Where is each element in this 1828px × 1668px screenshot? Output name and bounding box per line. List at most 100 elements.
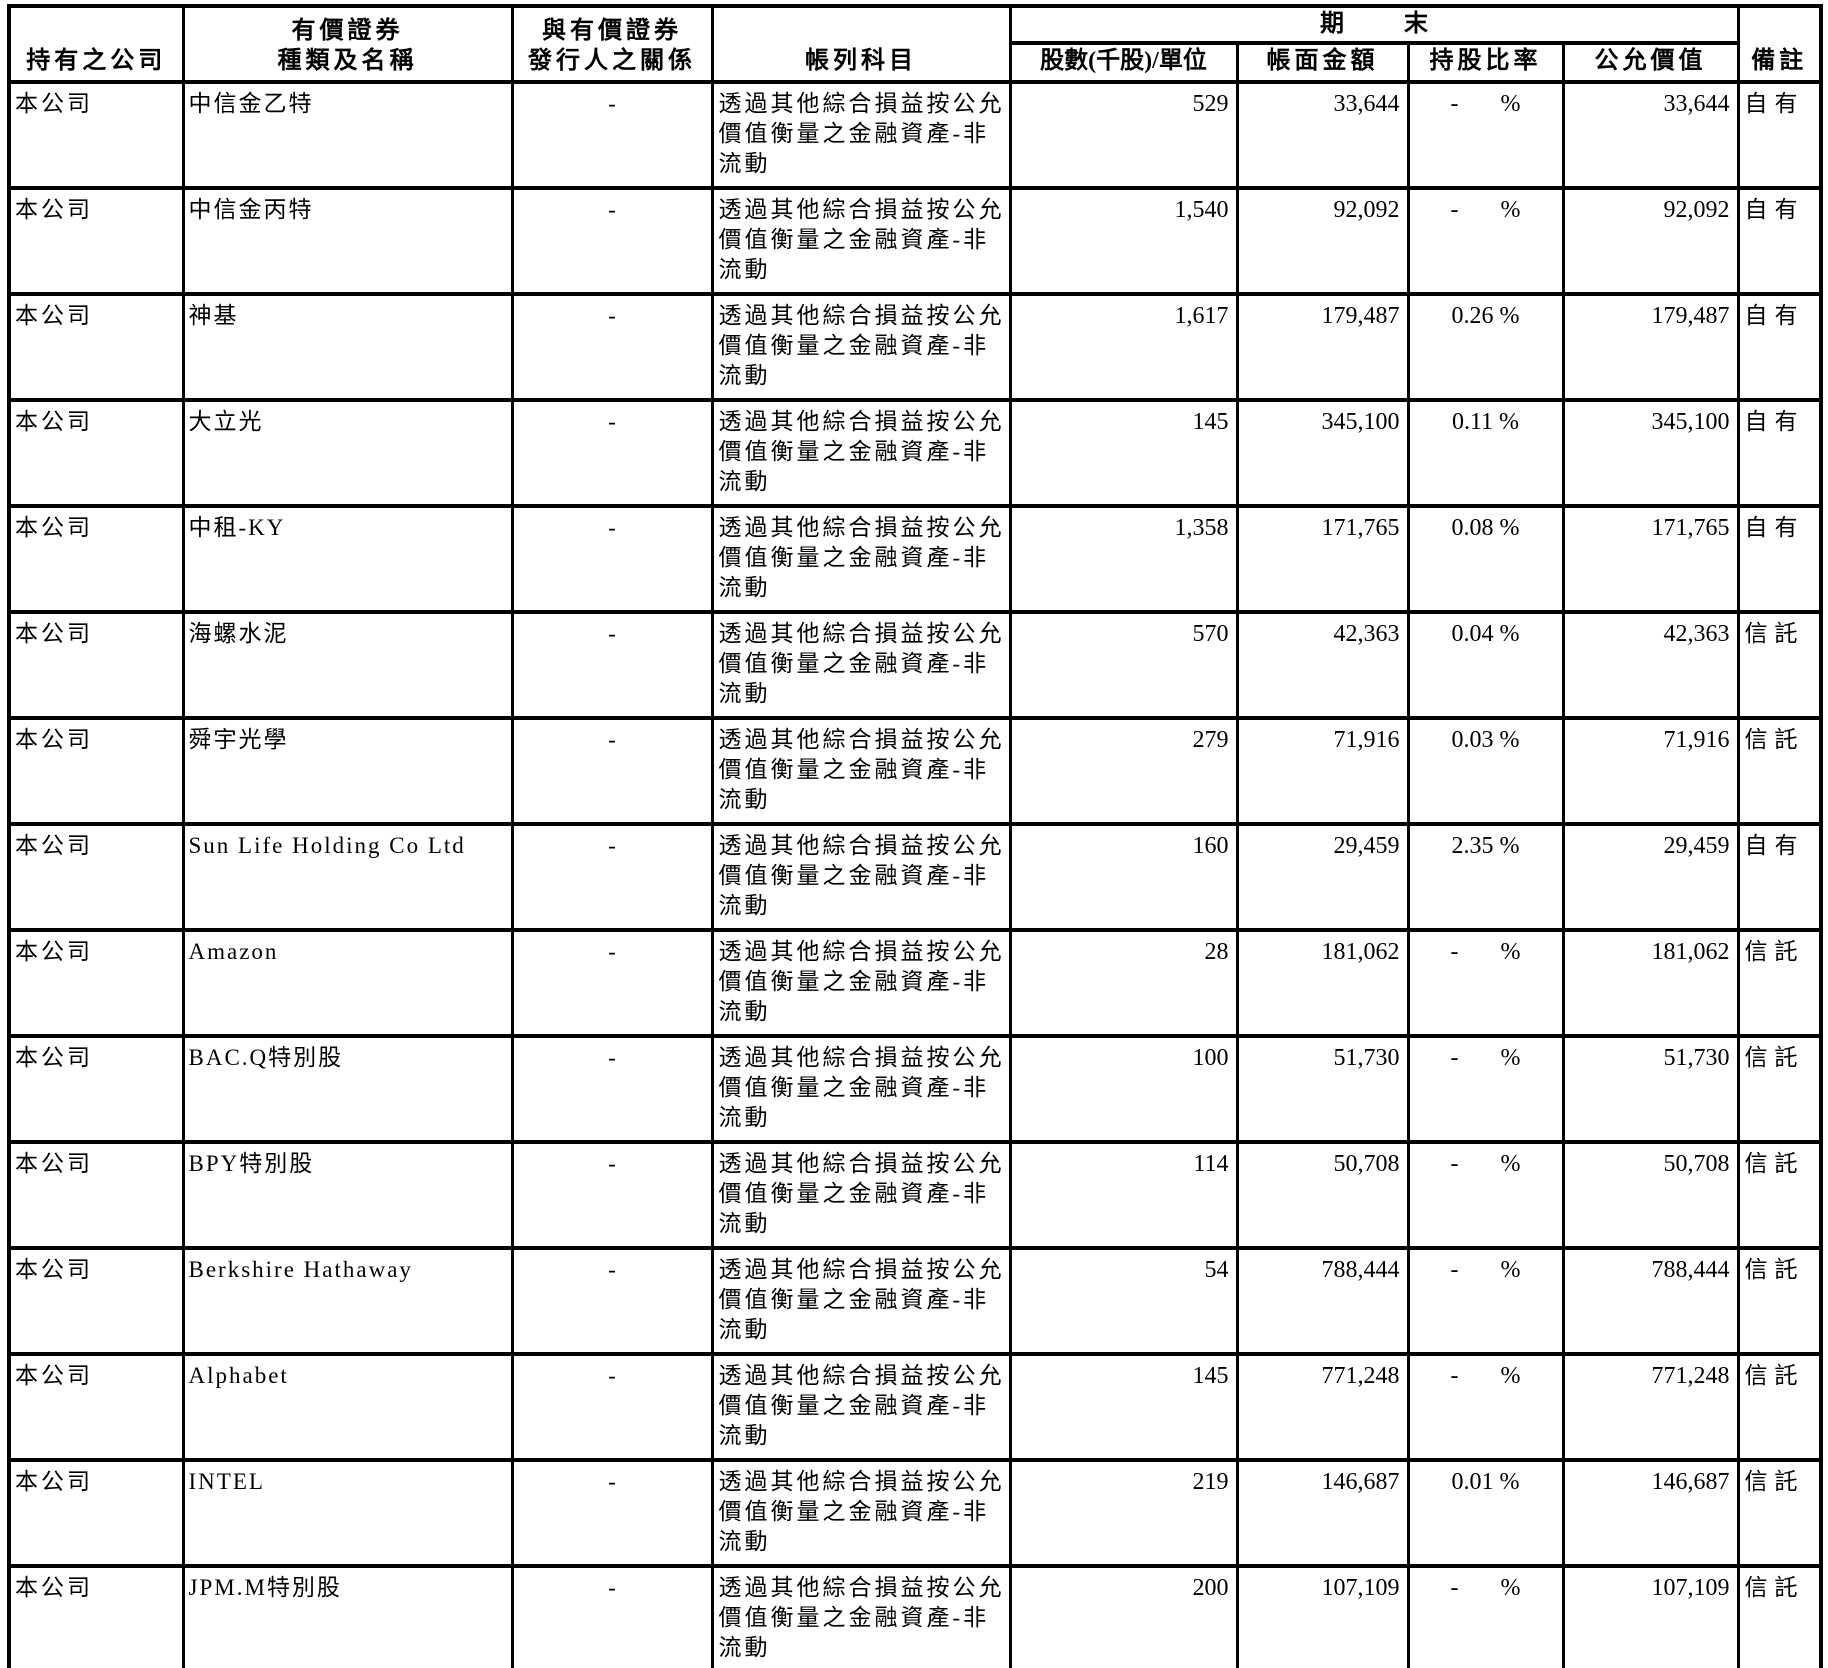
account-line: 透過其他綜合損益按公允 (718, 91, 1005, 116)
remark-cell: 自有 (1736, 292, 1823, 402)
shares-cell: 145 (1008, 398, 1239, 508)
holding-company-cell: 本公司 (7, 1458, 185, 1568)
header-remark: 備註 (1736, 4, 1823, 84)
account-line: 透過其他綜合損益按公允 (718, 833, 1005, 858)
account-line: 透過其他綜合損益按公允 (718, 409, 1005, 434)
table-row: 本公司 Alphabet - 透過其他綜合損益按公允 價值衡量之金融資產-非 流… (7, 1352, 1823, 1462)
table-row: 本公司 神基 - 透過其他綜合損益按公允 價值衡量之金融資產-非 流動 1,61… (7, 292, 1823, 402)
account-line: 透過其他綜合損益按公允 (718, 1257, 1005, 1282)
shares-cell: 279 (1008, 716, 1239, 826)
account-line: 流動 (718, 363, 771, 388)
remark-cell: 信託 (1736, 1564, 1823, 1668)
security-name-cell: JPM.M特別股 (181, 1564, 514, 1668)
issuer-relation-cell: - (510, 1564, 714, 1668)
account-line: 價值衡量之金融資產-非 (718, 121, 990, 146)
shares-cell: 200 (1008, 1564, 1239, 1668)
account-line: 透過其他綜合損益按公允 (718, 197, 1005, 222)
shares-cell: 529 (1008, 80, 1239, 190)
shares-cell: 219 (1008, 1458, 1239, 1568)
account-line: 流動 (718, 469, 771, 494)
header-book-amount: 帳面金額 (1235, 41, 1410, 84)
holding-ratio-cell: - % (1406, 1034, 1565, 1144)
security-name-cell: 神基 (181, 292, 514, 402)
holding-company-cell: 本公司 (7, 1352, 185, 1462)
securities-holdings-table: 持有之公司 有價證券 種類及名稱 與有價證券 發行人之關係 帳列科目 期 末 備… (7, 4, 1823, 1668)
account-line: 透過其他綜合損益按公允 (718, 515, 1005, 540)
shares-cell: 1,358 (1008, 504, 1239, 614)
account-line: 價值衡量之金融資產-非 (718, 1393, 990, 1418)
book-amount-cell: 71,916 (1235, 716, 1410, 826)
account-item-cell: 透過其他綜合損益按公允 價值衡量之金融資產-非 流動 (710, 1246, 1012, 1356)
account-item-cell: 透過其他綜合損益按公允 價值衡量之金融資產-非 流動 (710, 822, 1012, 932)
header-issuer-relation: 與有價證券 發行人之關係 (510, 4, 714, 84)
account-line: 價值衡量之金融資產-非 (718, 757, 990, 782)
security-name-cell: Amazon (181, 928, 514, 1038)
issuer-relation-cell: - (510, 1352, 714, 1462)
security-name-cell: 中租-KY (181, 504, 514, 614)
account-line: 價值衡量之金融資產-非 (718, 651, 990, 676)
fair-value-cell: 171,765 (1561, 504, 1740, 614)
holding-ratio-cell: - % (1406, 928, 1565, 1038)
shares-cell: 1,540 (1008, 186, 1239, 296)
account-item-cell: 透過其他綜合損益按公允 價值衡量之金融資產-非 流動 (710, 80, 1012, 190)
security-name-cell: BPY特別股 (181, 1140, 514, 1250)
account-item-cell: 透過其他綜合損益按公允 價值衡量之金融資產-非 流動 (710, 1352, 1012, 1462)
fair-value-cell: 33,644 (1561, 80, 1740, 190)
holding-company-cell: 本公司 (7, 822, 185, 932)
table-row: 本公司 中租-KY - 透過其他綜合損益按公允 價值衡量之金融資產-非 流動 1… (7, 504, 1823, 614)
book-amount-cell: 179,487 (1235, 292, 1410, 402)
remark-cell: 信託 (1736, 1140, 1823, 1250)
remark-cell: 自有 (1736, 398, 1823, 508)
holding-company-cell: 本公司 (7, 716, 185, 826)
account-item-cell: 透過其他綜合損益按公允 價值衡量之金融資產-非 流動 (710, 398, 1012, 508)
header-fair-value: 公允價值 (1561, 41, 1740, 84)
holding-ratio-cell: 0.26 % (1406, 292, 1565, 402)
header-security-type-line2: 種類及名稱 (277, 48, 418, 74)
header-holding-company: 持有之公司 (7, 4, 185, 84)
remark-cell: 信託 (1736, 928, 1823, 1038)
book-amount-cell: 771,248 (1235, 1352, 1410, 1462)
account-line: 價值衡量之金融資產-非 (718, 863, 990, 888)
holding-ratio-cell: - % (1406, 1564, 1565, 1668)
holding-company-cell: 本公司 (7, 610, 185, 720)
account-line: 流動 (718, 1423, 771, 1448)
table-row: 本公司 海螺水泥 - 透過其他綜合損益按公允 價值衡量之金融資產-非 流動 57… (7, 610, 1823, 720)
holding-company-cell: 本公司 (7, 504, 185, 614)
shares-cell: 145 (1008, 1352, 1239, 1462)
issuer-relation-cell: - (510, 1034, 714, 1144)
account-line: 透過其他綜合損益按公允 (718, 727, 1005, 752)
fair-value-cell: 179,487 (1561, 292, 1740, 402)
account-line: 流動 (718, 1529, 771, 1554)
fair-value-cell: 42,363 (1561, 610, 1740, 720)
account-line: 透過其他綜合損益按公允 (718, 939, 1005, 964)
account-line: 流動 (718, 893, 771, 918)
shares-cell: 100 (1008, 1034, 1239, 1144)
account-item-cell: 透過其他綜合損益按公允 價值衡量之金融資產-非 流動 (710, 1458, 1012, 1568)
issuer-relation-cell: - (510, 822, 714, 932)
account-line: 價值衡量之金融資產-非 (718, 227, 990, 252)
issuer-relation-cell: - (510, 928, 714, 1038)
security-name-cell: INTEL (181, 1458, 514, 1568)
account-line: 流動 (718, 1317, 771, 1342)
header-period-end: 期 末 (1008, 4, 1740, 45)
security-name-cell: 海螺水泥 (181, 610, 514, 720)
holding-ratio-cell: - % (1406, 1352, 1565, 1462)
account-line: 價值衡量之金融資產-非 (718, 1499, 990, 1524)
header-issuer-relation-line2: 發行人之關係 (528, 48, 696, 74)
table-row: 本公司 舜宇光學 - 透過其他綜合損益按公允 價值衡量之金融資產-非 流動 27… (7, 716, 1823, 826)
account-line: 透過其他綜合損益按公允 (718, 1363, 1005, 1388)
account-line: 流動 (718, 575, 771, 600)
issuer-relation-cell: - (510, 1458, 714, 1568)
remark-cell: 自有 (1736, 80, 1823, 190)
holding-ratio-cell: 0.04 % (1406, 610, 1565, 720)
account-line: 透過其他綜合損益按公允 (718, 621, 1005, 646)
issuer-relation-cell: - (510, 292, 714, 402)
account-line: 價值衡量之金融資產-非 (718, 439, 990, 464)
table-row: 本公司 Berkshire Hathaway - 透過其他綜合損益按公允 價值衡… (7, 1246, 1823, 1356)
security-name-cell: Sun Life Holding Co Ltd (181, 822, 514, 932)
issuer-relation-cell: - (510, 186, 714, 296)
account-line: 價值衡量之金融資產-非 (718, 1287, 990, 1312)
table-row: 本公司 BAC.Q特別股 - 透過其他綜合損益按公允 價值衡量之金融資產-非 流… (7, 1034, 1823, 1144)
account-line: 透過其他綜合損益按公允 (718, 1045, 1005, 1070)
issuer-relation-cell: - (510, 80, 714, 190)
